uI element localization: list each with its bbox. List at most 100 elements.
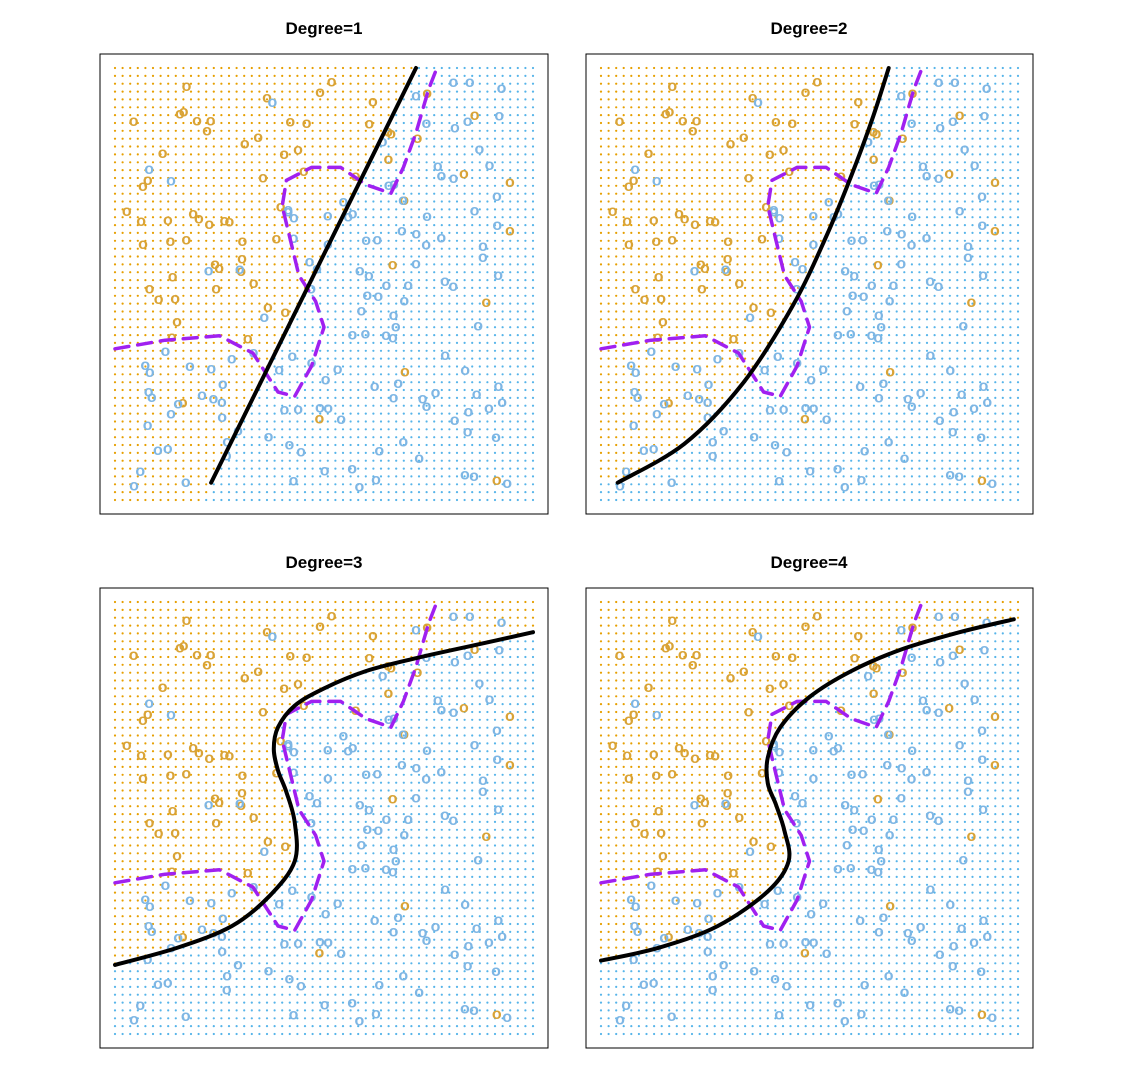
- grid-dot-orange: [113, 169, 117, 172]
- grid-dot-orange: [121, 161, 124, 164]
- grid-dot-blue: [364, 224, 367, 227]
- grid-dot-blue: [524, 271, 527, 274]
- grid-dot-orange: [205, 310, 208, 313]
- grid-dot-orange: [243, 106, 246, 109]
- grid-dot-blue: [728, 459, 732, 462]
- grid-dot-blue: [455, 396, 459, 399]
- grid-dot-blue: [448, 161, 451, 164]
- grid-dot-blue: [448, 200, 451, 203]
- point-blue: o: [497, 394, 507, 411]
- grid-dot-blue: [357, 247, 360, 250]
- point-blue: o: [143, 417, 153, 434]
- grid-dot-orange: [364, 129, 367, 132]
- grid-dot-blue: [402, 334, 405, 337]
- grid-dot-orange: [804, 106, 807, 109]
- grid-dot-blue: [319, 483, 322, 486]
- grid-dot-blue: [250, 451, 253, 454]
- grid-dot-orange: [227, 279, 231, 282]
- grid-dot-orange: [372, 74, 375, 77]
- grid-dot-blue: [227, 483, 231, 486]
- grid-dot-orange: [136, 428, 139, 431]
- grid-dot-blue: [690, 491, 694, 494]
- grid-dot-blue: [524, 467, 527, 470]
- grid-dot-blue: [395, 412, 398, 415]
- grid-dot-orange: [660, 428, 663, 431]
- grid-dot-blue: [258, 420, 261, 423]
- grid-dot-orange: [136, 326, 139, 329]
- grid-dot-orange: [167, 388, 170, 392]
- grid-dot-orange: [721, 286, 724, 289]
- grid-dot-blue: [265, 475, 269, 478]
- grid-dot-orange: [622, 263, 625, 266]
- grid-dot-orange: [615, 239, 618, 242]
- grid-dot-orange: [599, 381, 603, 384]
- grid-dot-orange: [136, 98, 139, 101]
- grid-dot-orange: [129, 255, 132, 258]
- grid-dot-orange: [144, 239, 147, 242]
- grid-dot-orange: [144, 231, 147, 234]
- grid-dot-orange: [706, 129, 709, 132]
- grid-dot-orange: [281, 302, 284, 305]
- grid-dot-orange: [136, 491, 139, 494]
- grid-dot-blue: [303, 491, 307, 494]
- grid-dot-orange: [774, 90, 777, 93]
- grid-dot-blue: [819, 475, 823, 478]
- grid-dot-orange: [235, 263, 238, 266]
- grid-dot-orange: [121, 231, 124, 234]
- grid-dot-blue: [493, 263, 497, 266]
- grid-dot-orange: [159, 271, 162, 274]
- grid-dot-orange: [713, 239, 716, 242]
- grid-dot-orange: [690, 412, 694, 415]
- grid-dot-orange: [288, 279, 291, 282]
- grid-dot-orange: [113, 428, 117, 431]
- grid-dot-orange: [645, 373, 648, 376]
- grid-dot-orange: [151, 176, 155, 180]
- grid-dot-blue: [455, 443, 459, 447]
- grid-dot-orange: [113, 208, 117, 211]
- grid-dot-orange: [357, 169, 360, 172]
- grid-dot-blue: [417, 294, 421, 297]
- grid-dot-orange: [129, 208, 132, 211]
- grid-dot-blue: [524, 294, 527, 297]
- grid-dot-blue: [524, 74, 527, 77]
- grid-dot-orange: [113, 231, 117, 234]
- grid-dot-orange: [645, 231, 648, 234]
- grid-dot-orange: [744, 279, 747, 282]
- grid-dot-blue: [675, 459, 678, 462]
- grid-dot-orange: [630, 74, 633, 77]
- point-orange: o: [138, 236, 148, 253]
- grid-dot-orange: [281, 247, 284, 250]
- grid-dot-blue: [341, 263, 345, 266]
- grid-dot-orange: [607, 255, 610, 258]
- grid-dot-blue: [531, 388, 535, 392]
- grid-dot-orange: [197, 404, 200, 407]
- grid-dot-orange: [622, 129, 625, 132]
- grid-dot-blue: [296, 420, 299, 423]
- grid-dot-blue: [736, 491, 739, 494]
- grid-dot-blue: [425, 475, 428, 478]
- grid-dot-orange: [151, 106, 155, 109]
- grid-dot-orange: [675, 310, 678, 313]
- grid-dot-blue: [448, 404, 451, 407]
- grid-dot-orange: [212, 153, 215, 156]
- grid-dot-orange: [326, 176, 329, 180]
- grid-dot-orange: [197, 467, 200, 470]
- point-blue: o: [418, 391, 428, 408]
- grid-dot-orange: [205, 404, 208, 407]
- grid-dot-orange: [243, 145, 246, 148]
- grid-dot-orange: [159, 365, 162, 368]
- grid-dot-blue: [804, 365, 807, 368]
- point-blue: o: [431, 385, 441, 402]
- grid-dot-orange: [235, 208, 238, 211]
- grid-dot-blue: [531, 192, 535, 195]
- grid-dot-orange: [804, 121, 807, 125]
- grid-dot-orange: [804, 208, 807, 211]
- grid-dot-blue: [440, 216, 443, 219]
- grid-dot-blue: [357, 271, 360, 274]
- grid-dot-orange: [235, 74, 238, 77]
- grid-dot-blue: [296, 318, 299, 321]
- grid-dot-blue: [364, 239, 367, 242]
- grid-dot-orange: [668, 412, 671, 415]
- grid-dot-blue: [417, 349, 421, 352]
- grid-dot-orange: [766, 279, 769, 282]
